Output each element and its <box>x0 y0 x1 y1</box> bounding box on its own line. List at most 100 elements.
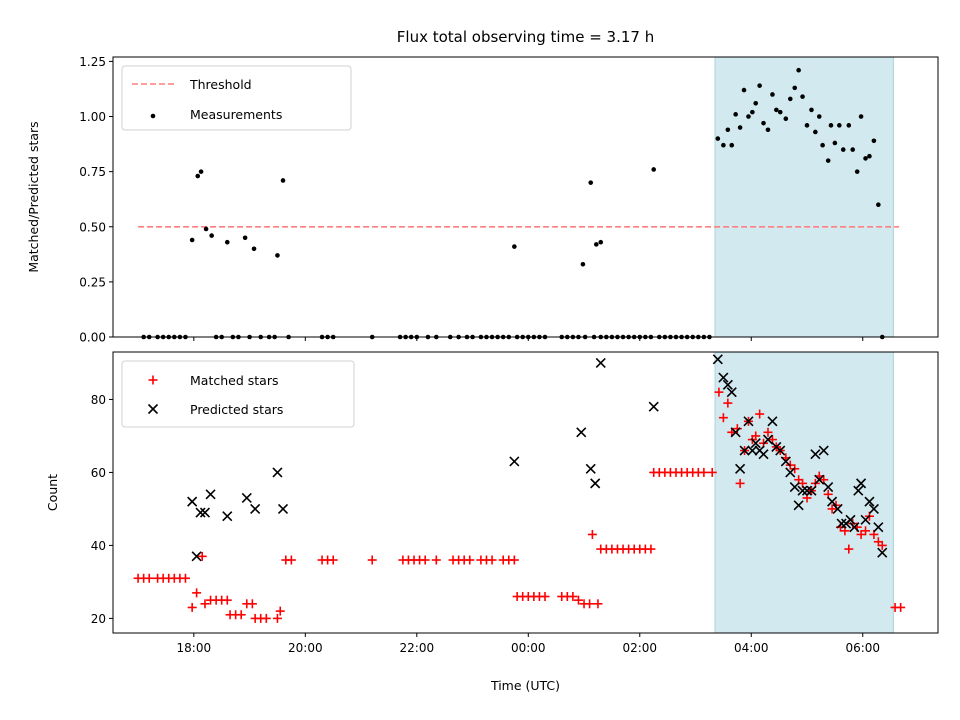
matched-point <box>718 413 728 423</box>
predicted-point <box>767 416 778 427</box>
matched-point <box>699 467 709 477</box>
measurement-point <box>800 94 805 99</box>
legend-threshold-label: Threshold <box>189 77 252 92</box>
predicted-point-b <box>789 481 800 493</box>
predicted-point <box>585 463 596 474</box>
measurement-point <box>765 127 771 133</box>
predicted-point-b <box>277 503 289 514</box>
x-axis-label: Time (UTC) <box>490 678 560 693</box>
matched-point <box>509 555 519 565</box>
predicted-point-b <box>767 416 778 427</box>
predicted-point <box>845 514 856 525</box>
matched-point <box>723 398 733 408</box>
measurement-point <box>198 169 204 174</box>
matched-point <box>587 529 597 539</box>
predicted-point <box>191 551 202 562</box>
bottom-y-tick-label: 60 <box>91 466 106 480</box>
predicted-point-b <box>743 416 754 427</box>
predicted-point <box>849 522 860 533</box>
predicted-point <box>222 511 233 522</box>
bottom-plot-frame <box>112 351 939 634</box>
measurement-point <box>746 114 751 119</box>
measurement-point <box>715 136 721 141</box>
predicted-point <box>775 445 786 456</box>
matched-point <box>420 555 430 565</box>
predicted-point-b <box>595 357 606 369</box>
predicted-point-b <box>864 496 875 507</box>
matched-point <box>222 595 232 605</box>
measurement-point <box>787 96 793 102</box>
predicted-point <box>853 485 864 496</box>
matched-point <box>896 602 906 612</box>
predicted-point-b <box>856 478 867 489</box>
predicted-point-b <box>509 456 520 467</box>
measurement-point <box>863 156 868 161</box>
bottom-legend-box <box>121 360 355 428</box>
measurement-point <box>840 147 846 152</box>
top-y-tick-label: 0.75 <box>79 165 106 179</box>
predicted-point <box>726 387 737 398</box>
measurement-point <box>796 67 801 73</box>
predicted-point-b <box>750 438 761 449</box>
measurement-point <box>651 167 657 172</box>
measurement-point <box>580 261 586 267</box>
matched-point <box>144 573 154 583</box>
predicted-point-b <box>780 456 791 467</box>
x-tick-label: 04:00 <box>734 641 769 655</box>
predicted-point <box>789 481 800 493</box>
measurement-point <box>588 180 594 185</box>
measurement-point <box>820 142 825 148</box>
predicted-point <box>722 379 733 390</box>
measurement-point <box>209 233 214 238</box>
top-y-tick-label: 0.50 <box>79 220 106 234</box>
matched-point <box>573 595 583 605</box>
predicted-point-b <box>762 434 774 445</box>
matched-point <box>844 544 854 554</box>
top-panel: 0.00 0.25 0.50 0.75 1.00 1.25 Flux total obse… <box>26 28 939 345</box>
predicted-point <box>827 496 838 507</box>
measurement-point <box>251 246 257 252</box>
predicted-point <box>856 478 867 489</box>
predicted-point <box>785 467 796 478</box>
predicted-point <box>187 496 198 507</box>
predicted-point-b <box>747 445 758 456</box>
predicted-point-b <box>827 496 838 507</box>
bottom-panel: 20 40 60 80 18:00 20:00 22:00 00:00 02:00 04:00 06… <box>45 351 939 693</box>
predicted-point <box>272 467 283 478</box>
matched-point <box>187 602 197 612</box>
predicted-point-b <box>590 478 601 489</box>
predicted-point <box>735 463 746 474</box>
predicted-point-b <box>195 507 206 518</box>
predicted-point <box>868 503 879 514</box>
predicted-point-b <box>726 387 737 398</box>
predicted-point-b <box>877 547 888 558</box>
predicted-point-b <box>585 463 596 474</box>
predicted-point-b <box>832 503 843 514</box>
measurement-point <box>777 109 783 115</box>
predicted-point-b <box>873 522 884 533</box>
predicted-point <box>590 478 601 489</box>
predicted-point-b <box>187 496 198 507</box>
measurement-point <box>741 87 747 93</box>
measurement-point <box>813 129 818 135</box>
measurement-point <box>725 127 731 133</box>
top-observing-window-shade <box>714 56 894 338</box>
matched-point <box>236 610 246 620</box>
predicted-point <box>801 485 813 496</box>
predicted-point-b <box>739 445 750 456</box>
predicted-point <box>739 445 750 456</box>
bottom-y-tick-label: 20 <box>91 612 106 626</box>
predicted-point <box>712 354 723 365</box>
predicted-point <box>199 507 211 518</box>
predicted-point <box>836 518 847 529</box>
legend-matched-label: Matched stars <box>190 373 278 388</box>
measurement-point <box>721 142 726 148</box>
predicted-point <box>823 481 834 493</box>
measurement-point <box>837 123 842 128</box>
measurement-point <box>750 109 755 115</box>
bottom-y-tick-label: 80 <box>91 393 106 407</box>
measurement-point <box>224 239 230 245</box>
predicted-point <box>873 522 884 533</box>
legend-matched-swatch <box>148 375 158 385</box>
